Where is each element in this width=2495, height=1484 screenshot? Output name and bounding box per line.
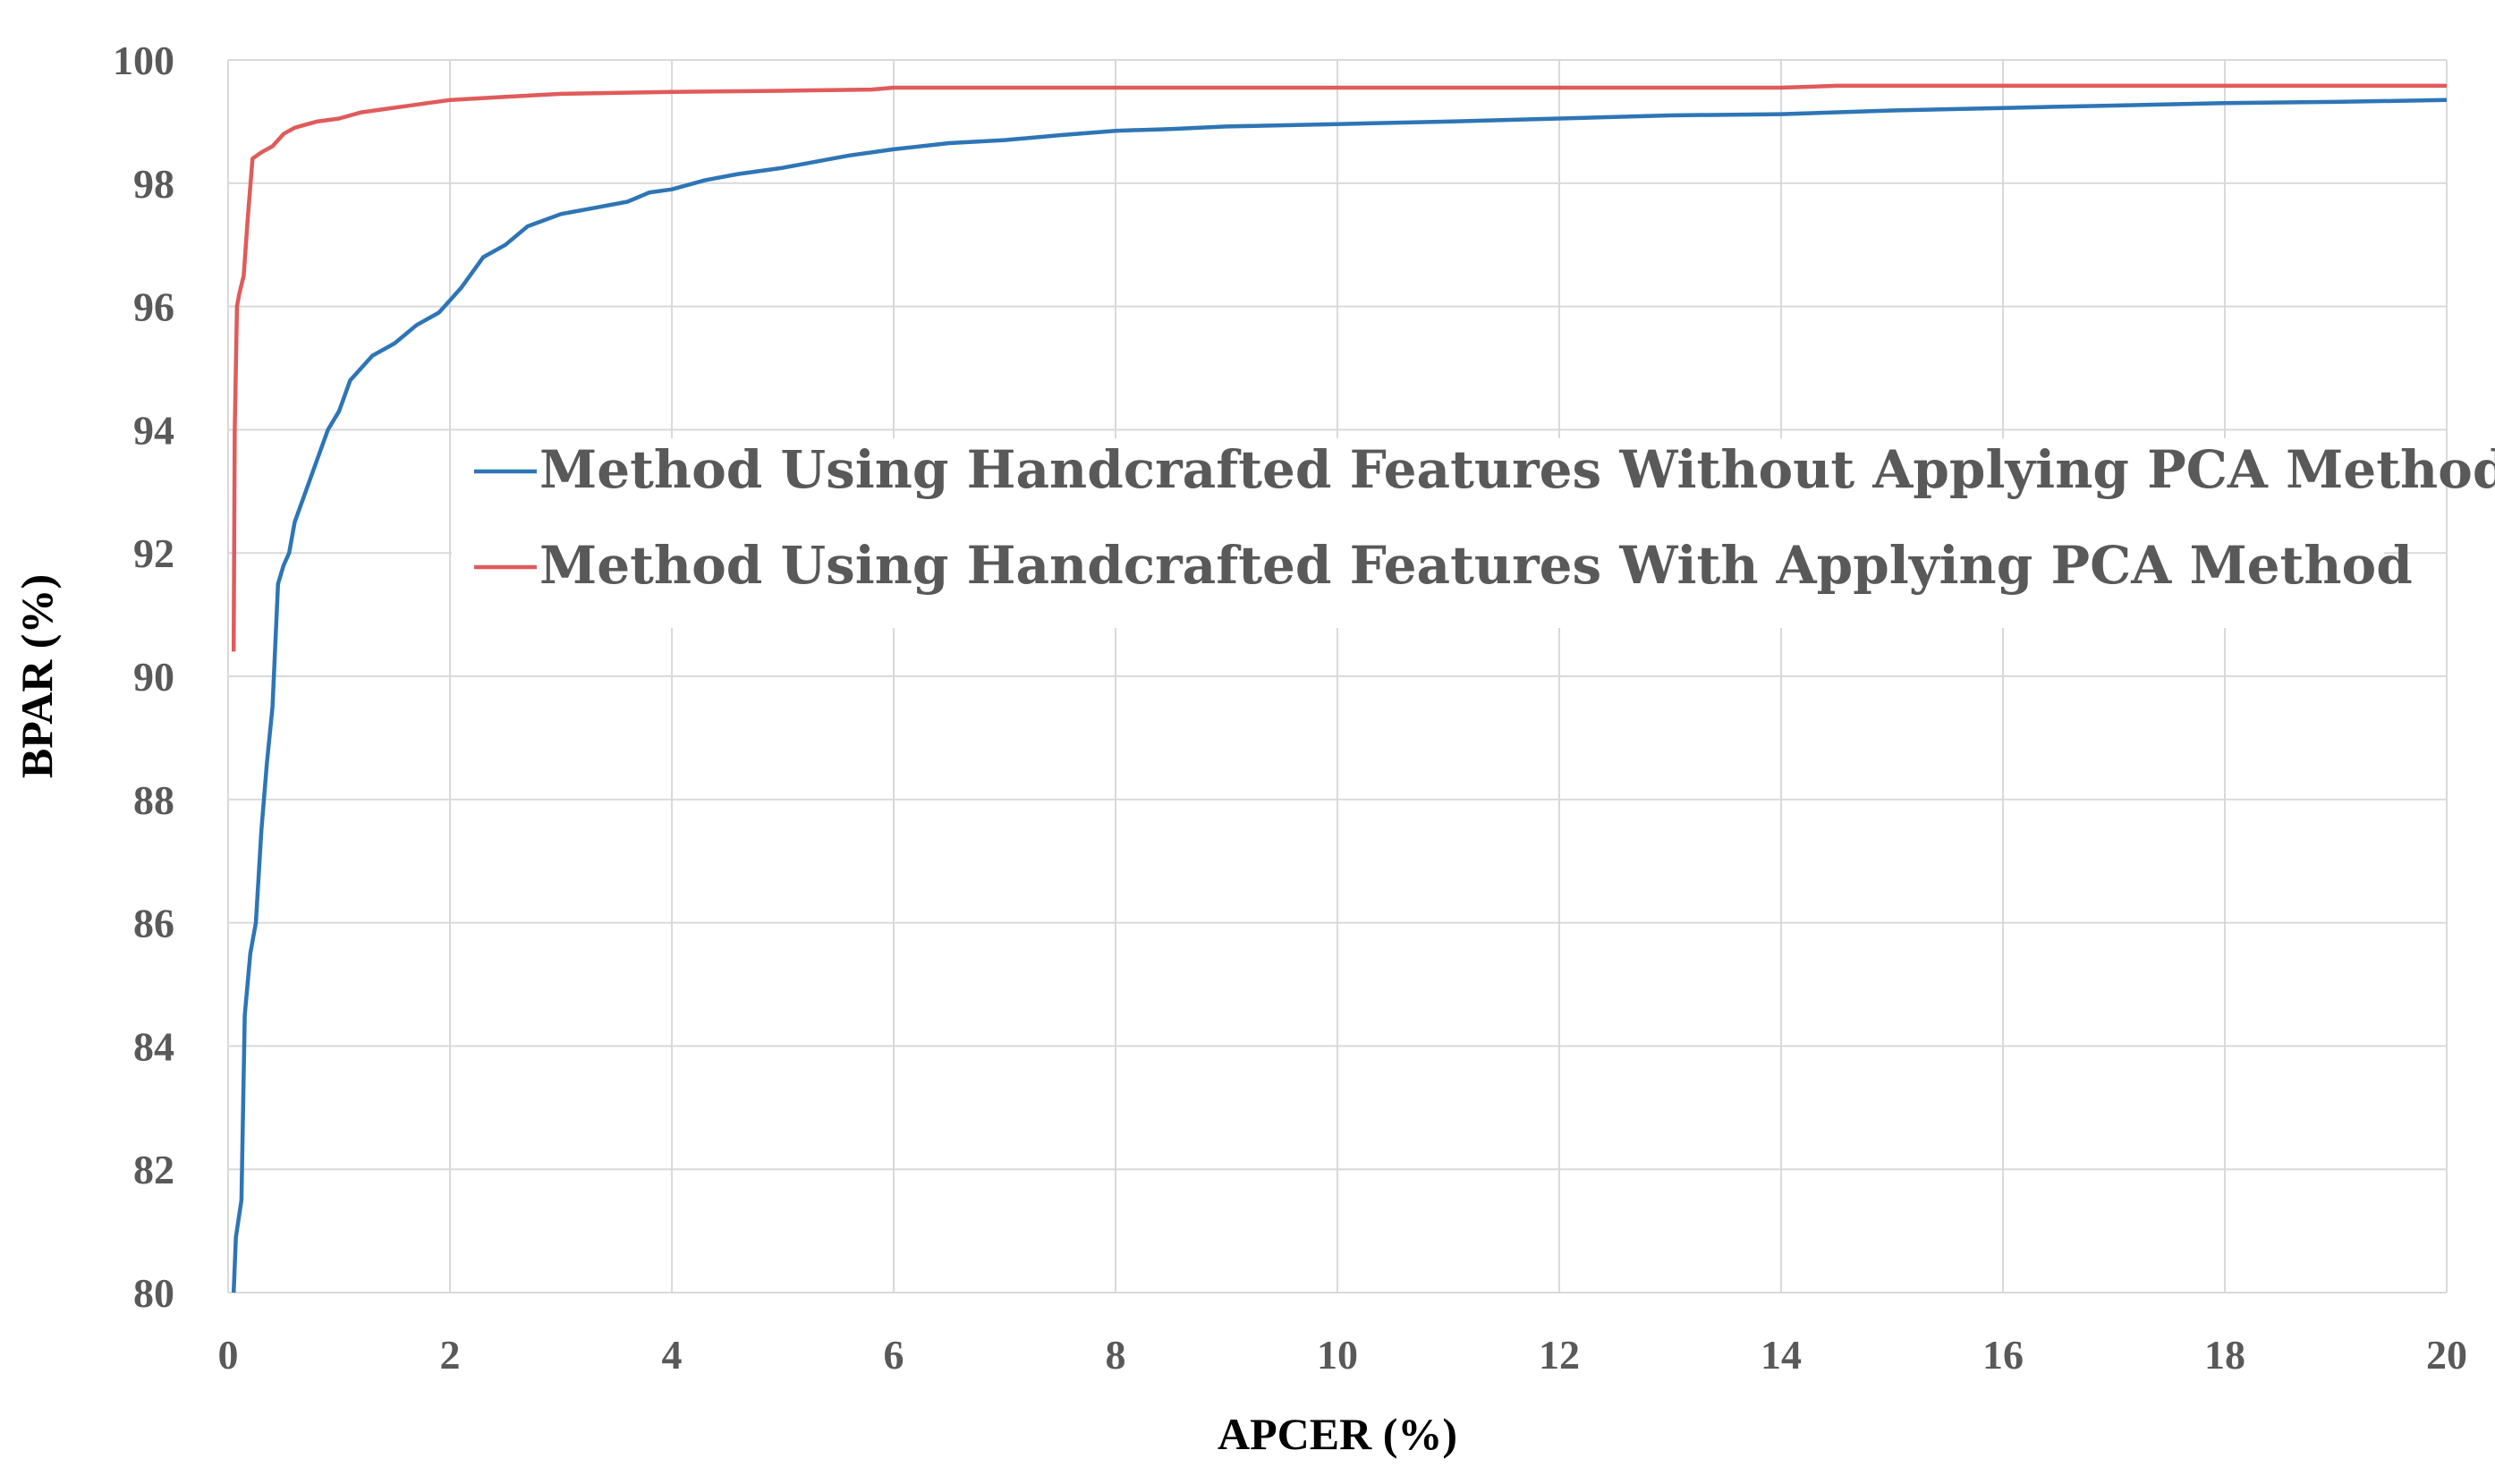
y-tick-label: 84 xyxy=(133,1023,174,1069)
x-tick-label: 4 xyxy=(662,1332,683,1378)
x-tick-label: 8 xyxy=(1106,1332,1126,1378)
y-tick-label: 88 xyxy=(133,777,174,823)
legend-label-2: Method Using Handcrafted Features With A… xyxy=(539,535,2413,596)
y-tick-label: 96 xyxy=(133,284,174,330)
series-group xyxy=(231,83,2448,1293)
y-tick-label: 92 xyxy=(133,530,174,576)
x-tick-label: 6 xyxy=(884,1332,904,1378)
x-tick-label: 12 xyxy=(1539,1332,1580,1378)
x-tick-labels: 0 2 4 6 8 10 12 14 16 18 20 xyxy=(218,1332,2468,1378)
y-axis-title: BPAR (%) xyxy=(12,574,62,778)
legend-label-1: Method Using Handcrafted Features Withou… xyxy=(539,439,2495,500)
x-tick-label: 16 xyxy=(1982,1332,2024,1378)
x-tick-label: 18 xyxy=(2204,1332,2245,1378)
series-line-1 xyxy=(231,98,2448,1293)
y-tick-label: 82 xyxy=(133,1147,174,1192)
y-tick-label: 100 xyxy=(113,38,174,83)
x-axis-title: APCER (%) xyxy=(1218,1409,1457,1459)
series-line-2 xyxy=(231,83,2447,652)
y-tick-label: 86 xyxy=(133,901,174,946)
legend-background xyxy=(452,438,2384,628)
x-tick-label: 14 xyxy=(1761,1332,1802,1378)
y-tick-label: 98 xyxy=(133,161,174,207)
x-tick-label: 20 xyxy=(2426,1332,2467,1378)
x-tick-label: 10 xyxy=(1317,1332,1358,1378)
y-tick-label: 80 xyxy=(133,1270,174,1316)
x-tick-label: 0 xyxy=(218,1332,239,1378)
legend: Method Using Handcrafted Features Withou… xyxy=(452,438,2495,628)
y-tick-label: 90 xyxy=(133,654,174,700)
y-tick-labels: 80 82 84 86 88 90 92 94 96 98 100 xyxy=(113,38,174,1316)
x-tick-label: 2 xyxy=(440,1332,461,1378)
y-tick-label: 94 xyxy=(133,407,174,453)
